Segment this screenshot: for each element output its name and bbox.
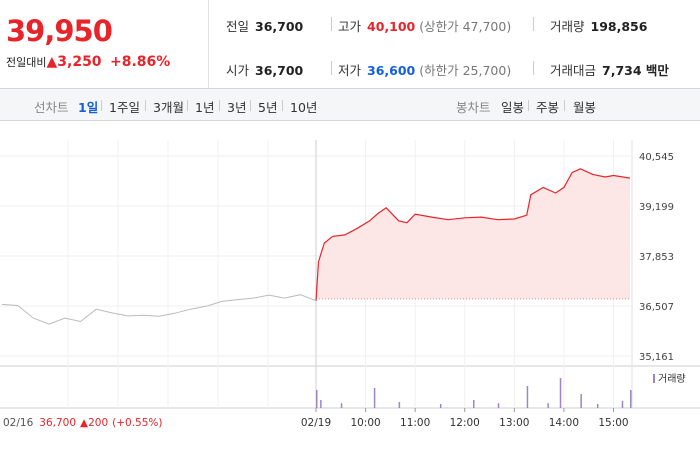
volume-bar [373,388,376,408]
low-label: 저가 [338,63,362,78]
prev-close: 36,700 [39,417,76,429]
open-value: 36,700 [255,63,304,78]
volume-bar [630,390,632,408]
y-tick-label: 35,161 [639,352,674,363]
line-chart-label: 선차트 [34,100,69,115]
y-tick-label: 36,507 [639,302,674,313]
chart-grid [0,140,700,409]
tab-3month[interactable]: 3개월 [153,100,184,115]
volume-bar [596,404,599,408]
y-tick-label: 37,853 [639,252,674,263]
prev-day-info: 02/16 36,700 ▲200 (+0.55%) [3,417,163,429]
change-value: 3,250 [57,54,102,70]
stat-low: 저가 36,600 (하한가 25,700) [338,60,511,79]
divider [219,100,220,111]
tab-1week[interactable]: 1주일 [109,100,140,115]
change-label: 전일대비 [6,56,47,69]
divider [528,100,529,111]
volume-bar [559,378,562,408]
previous-day-line [1,294,317,325]
stat-high: 고가 40,100 (상한가 47,700) [338,16,511,35]
prev-change: 200 [88,417,108,429]
amount-value: 7,734 백만 [602,63,669,78]
prev-value: 36,700 [255,19,304,34]
x-axis-labels: 02/19 10:00 11:00 12:00 13:00 14:00 15:00 [301,408,629,429]
tab-10year[interactable]: 10년 [290,100,318,115]
volume-bar [547,403,549,408]
divider [331,61,332,75]
high-label: 고가 [338,19,362,34]
volume-bars [316,378,632,408]
volume-bar [526,386,529,408]
today-area-fill [316,168,630,301]
volume-bar [497,403,500,408]
change-rate: +8.86% [110,54,171,70]
tab-1year[interactable]: 1년 [195,100,215,115]
up-arrow-icon: ▲ [46,54,58,70]
upper-limit: (상한가 47,700) [419,19,512,34]
prev-arrow-icon: ▲ [80,417,89,429]
volume-bar [621,400,624,408]
y-tick-label: 40,545 [639,152,674,163]
tab-5year[interactable]: 5년 [258,100,278,115]
divider [101,100,102,111]
divider [187,100,188,111]
x-tick-label: 13:00 [499,417,529,429]
volume-bar [439,404,442,408]
high-value: 40,100 [367,19,416,34]
tab-3year[interactable]: 3년 [227,100,247,115]
x-tick-label: 10:00 [350,417,380,429]
today-line [315,168,631,301]
amount-label: 거래대금 [550,63,597,78]
period-tab-bar: 선차트 1일 1주일 3개월 1년 3년 5년 10년 봉차트 일봉 주봉 월봉 [0,89,700,121]
x-tick-label: 15:00 [598,417,628,429]
lower-limit: (하한가 25,700) [419,63,512,78]
y-axis-labels: 40,545 39,199 37,853 36,507 35,161 [639,152,674,363]
stat-prev: 전일 36,700 [226,16,303,35]
volume-legend-swatch [653,374,655,383]
quote-panel: 39,950 전일대비▲3,250 +8.86% 전일 36,700 고가 40,1… [0,0,700,89]
candle-chart-label: 봉차트 [456,100,491,115]
open-label: 시가 [226,63,250,78]
y-tick-label: 39,199 [639,202,674,213]
volume-bar [316,390,318,408]
x-tick-label: 12:00 [450,417,480,429]
prev-rate: (+0.55%) [112,417,162,429]
prev-label: 전일 [226,19,250,34]
divider [533,61,534,75]
volume-bar [340,403,343,408]
stat-amount: 거래대금 7,734 백만 [550,60,669,79]
volume-bar [398,402,401,408]
divider [564,100,565,111]
x-tick-label: 02/19 [301,417,331,429]
volume-bar [580,394,582,408]
x-tick-label: 11:00 [400,417,430,429]
volume-bar [473,400,475,408]
price-box: 39,950 전일대비▲3,250 +8.86% [0,0,209,88]
low-value: 36,600 [367,63,416,78]
tab-1day[interactable]: 1일 [78,100,99,115]
prev-date: 02/16 [3,417,34,429]
tab-daily-candle[interactable]: 일봉 [501,100,525,115]
divider [145,100,146,111]
volume-label: 거래량 [550,19,585,34]
divider [282,100,283,111]
stat-open: 시가 36,700 [226,60,303,79]
volume-legend-label: 거래량 [658,373,686,385]
current-price: 39,950 [6,14,113,48]
divider [250,100,251,111]
volume-value: 198,856 [590,19,648,34]
x-tick-label: 14:00 [549,417,579,429]
volume-bar [320,400,322,408]
tab-weekly-candle[interactable]: 주봉 [536,100,560,115]
stat-volume: 거래량 198,856 [550,16,647,35]
change-line: 전일대비▲3,250 +8.86% [6,54,170,70]
divider [533,17,534,31]
divider [331,17,332,31]
tab-monthly-candle[interactable]: 월봉 [573,100,597,115]
